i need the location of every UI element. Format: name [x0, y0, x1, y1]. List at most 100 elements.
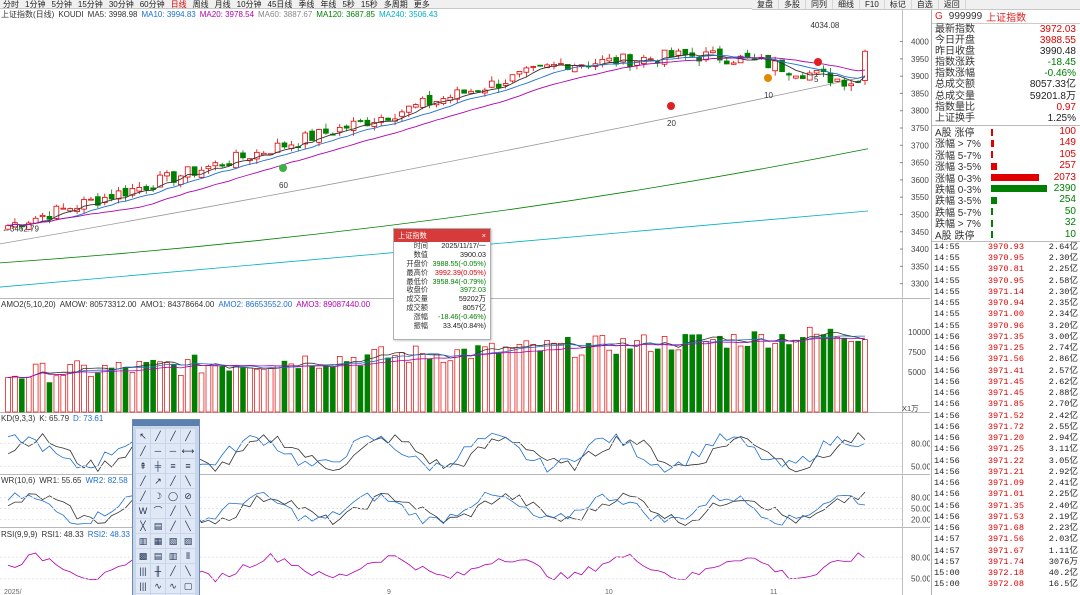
toolbar-button[interactable]: 细线	[833, 0, 860, 9]
draw-tool-button[interactable]: ╲	[181, 564, 195, 578]
toolbar-button[interactable]: 自选	[912, 0, 939, 9]
tick-price: 3971.72	[987, 421, 1024, 432]
draw-tool-button[interactable]: ╱	[166, 504, 180, 518]
draw-tool-button[interactable]: ▦	[151, 534, 165, 548]
toolbar-button[interactable]: 标记	[885, 0, 912, 9]
period-tab[interactable]: 15分钟	[77, 0, 103, 9]
tick-price: 3971.45	[987, 388, 1024, 398]
draw-tool-button[interactable]: |||	[136, 579, 150, 593]
draw-tool-button[interactable]: ╲	[181, 519, 195, 533]
draw-tool-button[interactable]: ⟷	[181, 444, 195, 458]
draw-tool-button[interactable]: |||	[136, 564, 150, 578]
draw-tool-button[interactable]: ▩	[136, 549, 150, 563]
amount-bar	[67, 364, 73, 413]
draw-tool-button[interactable]: ╱	[166, 474, 180, 488]
close-icon[interactable]: ×	[481, 231, 486, 240]
kline-chart-area[interactable]: 4000 3950 3900 3850 3800 3750 3700 3650 3600 3550…	[0, 0, 930, 595]
toolbar-button[interactable]: F10	[860, 0, 885, 9]
signal-marker[interactable]: 20	[667, 102, 676, 128]
date-label: 10	[605, 589, 613, 595]
amount-bar	[813, 333, 820, 413]
draw-tool-button[interactable]: ↖	[136, 429, 150, 443]
draw-tool-button[interactable]: ╱	[166, 564, 180, 578]
period-tab[interactable]: 45日线	[267, 0, 293, 9]
signal-marker[interactable]: 5	[814, 58, 822, 84]
draw-tool-button[interactable]: ∿	[166, 579, 180, 593]
toolbar-button[interactable]: 同列	[806, 0, 833, 9]
draw-tool-button[interactable]: ╳	[136, 519, 150, 533]
period-tab[interactable]: 日线	[170, 0, 187, 9]
period-tab[interactable]: 周线	[192, 0, 209, 9]
period-tab[interactable]: 更多	[413, 0, 430, 9]
draw-tool-button[interactable]: ╱	[136, 474, 150, 488]
period-tab[interactable]: 分时	[3, 0, 19, 9]
period-tab[interactable]: 多周期	[383, 0, 408, 9]
draw-tool-button[interactable]: ╪	[151, 459, 165, 473]
period-tab[interactable]: 5秒	[342, 0, 355, 9]
draw-tool-button[interactable]: ▨	[181, 534, 195, 548]
draw-tool-button[interactable]: ▧	[166, 534, 180, 548]
draw-tool-button[interactable]: ╱	[136, 489, 150, 503]
tooltip-header[interactable]: 上证指数 ×	[394, 229, 490, 242]
draw-tool-button[interactable]: ╲	[181, 474, 195, 488]
draw-tool-button[interactable]: ⫴	[181, 549, 195, 563]
tick-row: 15:00 3972.18 40.2亿	[932, 568, 1080, 579]
draw-tool-button[interactable]: W	[136, 504, 150, 518]
period-tab[interactable]: 15秒	[360, 0, 378, 9]
draw-tool-button[interactable]: ◯	[166, 489, 180, 503]
draw-tool-button[interactable]: ▥	[136, 534, 150, 548]
draw-tool-button[interactable]: ⊘	[181, 489, 195, 503]
draw-tool-button[interactable]: ╱	[181, 429, 195, 443]
draw-tool-button[interactable]: ╱	[151, 429, 165, 443]
period-tab[interactable]: 年线	[320, 0, 337, 9]
period-tab[interactable]: 月线	[214, 0, 231, 9]
quote-value: 3988.55	[1039, 35, 1076, 47]
tick-row: 14:56 3971.25 3.11亿	[932, 444, 1080, 455]
toolbar-button[interactable]: 复盘	[752, 0, 779, 9]
draw-tool-button[interactable]: ∿	[151, 579, 165, 593]
price-axis-label: 3900	[911, 72, 929, 81]
period-tab[interactable]: 60分钟	[139, 0, 165, 9]
period-tab[interactable]: 1分钟	[25, 0, 46, 9]
period-tab[interactable]: 30分钟	[108, 0, 134, 9]
candle	[288, 140, 295, 152]
tooltip-key: 时间	[413, 241, 428, 250]
draw-tool-button[interactable]: ↗	[151, 474, 165, 488]
candle	[468, 88, 474, 94]
amount-bar	[696, 334, 702, 413]
draw-tool-button[interactable]: ⇞	[136, 459, 150, 473]
toolbar-button[interactable]: 返回	[939, 0, 966, 9]
draw-tool-button[interactable]: ─	[166, 444, 180, 458]
draw-tool-button[interactable]: ╲	[181, 504, 195, 518]
draw-tool-button[interactable]: ╱	[166, 429, 180, 443]
signal-marker[interactable]: 60	[279, 164, 288, 190]
signal-marker[interactable]: 10	[764, 74, 773, 100]
period-tab[interactable]: 10分钟	[236, 0, 262, 9]
indicator-value: AMOW: 80573312.00	[60, 300, 137, 309]
quote-row: 指数量比 0.97	[932, 102, 1080, 113]
draw-tool-button[interactable]: ╫	[151, 564, 165, 578]
period-tab[interactable]: 5分钟	[51, 0, 72, 9]
amount-bar	[60, 375, 67, 413]
draw-tool-button[interactable]: ≡	[166, 459, 180, 473]
draw-tool-button[interactable]: ⌒	[151, 504, 165, 518]
tick-volume: 2.62亿	[1048, 376, 1078, 387]
draw-tool-button[interactable]: ▥	[166, 549, 180, 563]
tick-volume: 40.2亿	[1048, 568, 1078, 578]
draw-tool-button[interactable]: ▢	[181, 579, 195, 593]
draw-tool-button[interactable]: ≡	[181, 459, 195, 473]
toolbar-button[interactable]: 多股	[779, 0, 806, 9]
draw-tool-button[interactable]: ╱	[136, 444, 150, 458]
tick-volume: 2.94亿	[1048, 433, 1078, 443]
breadth-bar-track	[991, 150, 1053, 159]
draw-tool-button[interactable]: ▤	[151, 519, 165, 533]
period-tab[interactable]: 季线	[298, 0, 315, 9]
tick-list[interactable]: 14:55 3970.93 2.64亿 14:55 3970.95 2.30亿 14:55 3…	[932, 240, 1080, 591]
drawing-toolbox[interactable]: ↖ ╱ ╱ ╱ ╱ ─ ─ ⟷ ⇞ ╪ ≡ ≡ ╱ ↗ ╱ ╲ ╱ ☽ ◯ ⊘ W ⌒ ╱ ╲ ╳ ▤ ╱ ╲ ▥ ▦ ▧ ▨ ▩ ▤ ▥ ⫴ ||| ╫…	[132, 419, 200, 595]
toolbox-title-bar[interactable]	[133, 420, 199, 426]
draw-tool-button[interactable]: ▤	[151, 549, 165, 563]
draw-tool-button[interactable]: ╱	[166, 519, 180, 533]
draw-tool-button[interactable]: ─	[151, 444, 165, 458]
draw-tool-button[interactable]: ☽	[151, 489, 165, 503]
amount-bar	[46, 382, 53, 413]
